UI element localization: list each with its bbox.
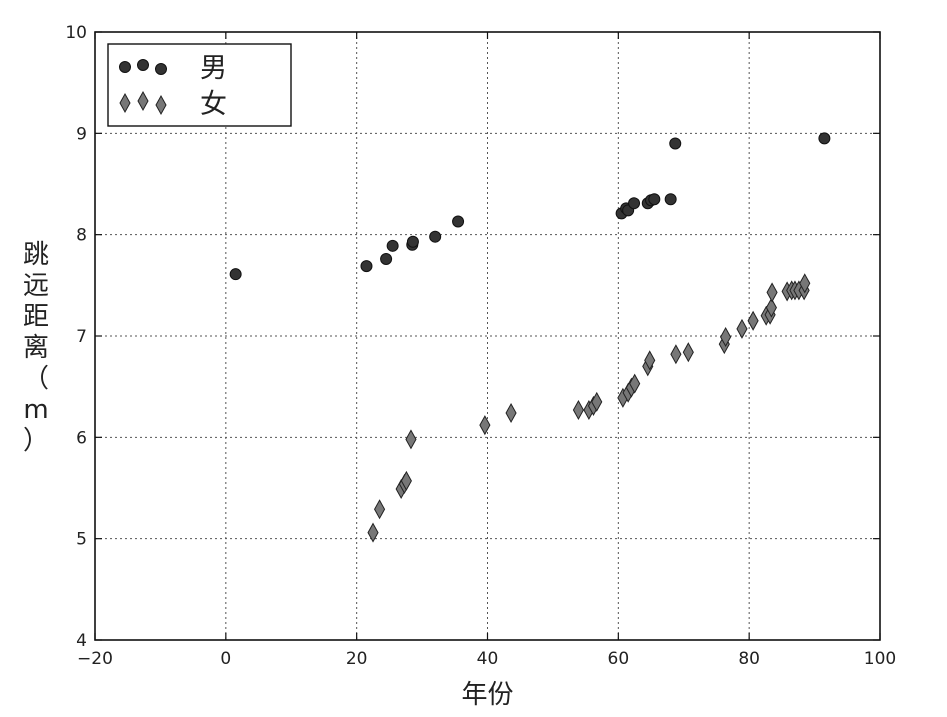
data-point (505, 402, 517, 424)
series-female (367, 273, 811, 543)
data-point (452, 215, 465, 228)
data-point (648, 193, 661, 206)
data-point (591, 391, 603, 412)
data-point (360, 260, 373, 273)
data-point (229, 268, 242, 281)
y-tick-label: 9 (76, 124, 87, 144)
x-tick-label: 0 (220, 649, 231, 669)
legend-marker (155, 63, 167, 75)
x-tick-label: 60 (608, 649, 630, 669)
data-points (229, 132, 831, 543)
y-tick-label: 5 (76, 530, 87, 550)
data-point (367, 522, 379, 543)
data-point (670, 344, 682, 365)
data-point (765, 297, 777, 318)
axis-ticks: −20 0 20 40 60 80 100 4 5 6 7 8 9 10 (65, 23, 896, 669)
y-tick-label: 4 (76, 631, 87, 651)
grid-lines (95, 32, 880, 640)
x-tick-label: 20 (346, 649, 368, 669)
x-tick-label: −20 (77, 649, 113, 669)
y-axis-title-char: （ (23, 364, 49, 394)
y-axis-title-char: 跳 (23, 240, 49, 270)
data-point (429, 230, 442, 243)
data-point (400, 470, 412, 491)
data-point (747, 310, 759, 331)
data-point (766, 282, 778, 303)
data-point (572, 399, 585, 421)
data-point (736, 318, 748, 339)
legend-box (107, 43, 292, 127)
legend-marker (137, 90, 149, 112)
legend-marker (137, 59, 149, 71)
y-tick-label: 8 (76, 226, 87, 246)
data-point (669, 137, 682, 150)
series-male (229, 132, 831, 281)
legend-label: 女 (200, 89, 227, 120)
y-axis-title-char: 距 (23, 302, 49, 332)
data-point (682, 342, 694, 363)
data-point (380, 252, 393, 265)
data-point (373, 499, 386, 520)
data-point (720, 326, 732, 348)
data-point (628, 197, 641, 210)
data-point (479, 415, 491, 436)
x-tick-label: 80 (738, 649, 760, 669)
data-point (629, 373, 641, 394)
y-tick-label: 7 (76, 327, 87, 347)
y-axis-title-char: 远 (23, 271, 49, 301)
data-point (405, 429, 417, 450)
legend: 男女 (107, 43, 292, 127)
legend-marker (119, 92, 131, 114)
legend-marker (155, 94, 167, 116)
legend-entry-male: 男 (119, 53, 227, 84)
data-point (818, 132, 831, 145)
legend-entry-female: 女 (119, 89, 227, 120)
x-tick-label: 40 (477, 649, 499, 669)
data-point (644, 350, 656, 371)
legend-marker (119, 61, 131, 73)
x-tick-label: 100 (864, 649, 896, 669)
y-axis-title-char: ） (23, 426, 49, 456)
y-tick-label: 10 (65, 23, 87, 43)
y-axis-title-char: m (23, 395, 48, 425)
y-tick-label: 6 (76, 428, 87, 448)
data-point (406, 235, 419, 248)
y-axis-title-char: 离 (23, 333, 49, 363)
legend-label: 男 (200, 53, 227, 84)
data-point (664, 193, 677, 206)
data-point (799, 273, 811, 294)
data-point (386, 239, 399, 252)
x-axis-title: 年份 (461, 680, 513, 710)
